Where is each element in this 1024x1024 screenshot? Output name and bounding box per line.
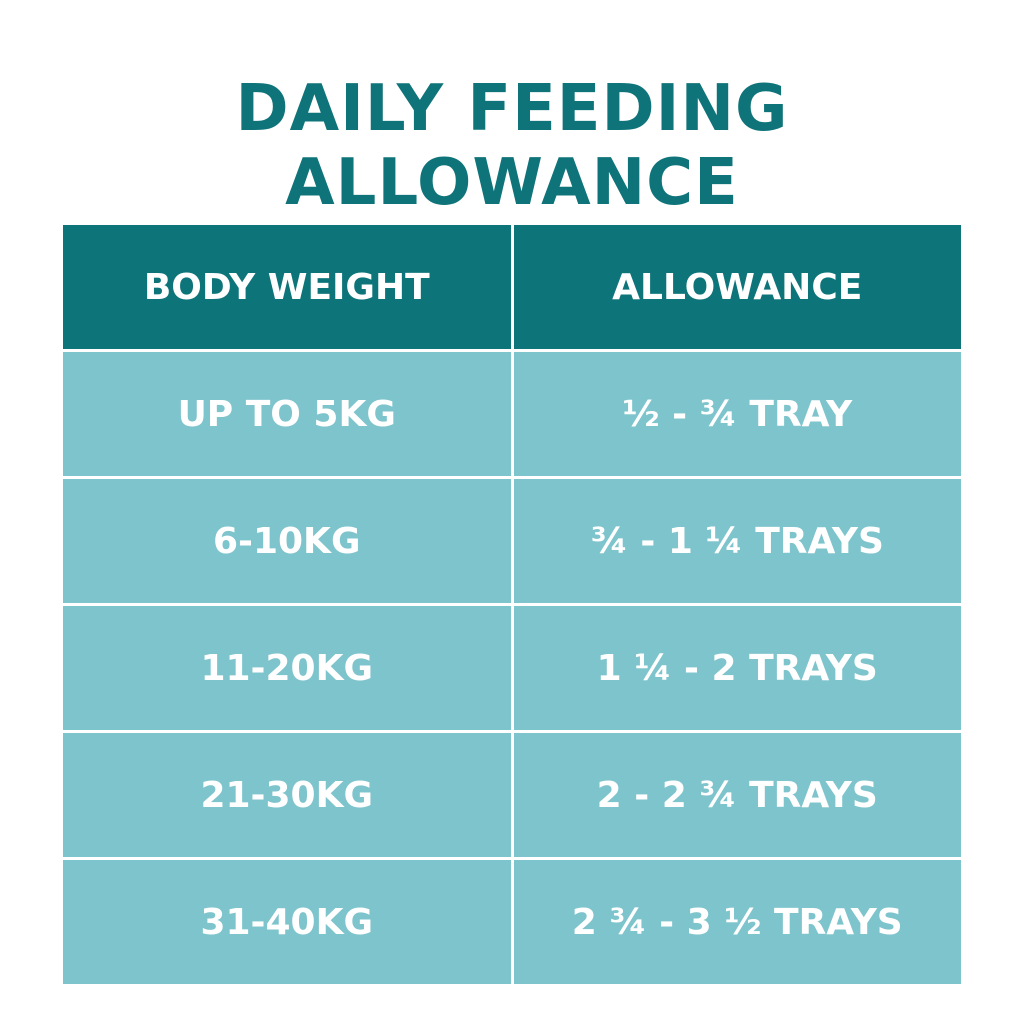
table-cell: 1 ¼ - 2 TRAYS: [513, 606, 961, 730]
table-cell: 2 - 2 ¾ TRAYS: [513, 733, 961, 857]
column-header: BODY WEIGHT: [63, 225, 511, 349]
table-cell: 31-40KG: [63, 860, 511, 984]
table-cell: 11-20KG: [63, 606, 511, 730]
table-cell: ½ - ¾ TRAY: [513, 352, 961, 476]
table-cell: 2 ¾ - 3 ½ TRAYS: [513, 860, 961, 984]
column-header: ALLOWANCE: [513, 225, 961, 349]
feeding-table: BODY WEIGHT ALLOWANCE UP TO 5KG ½ - ¾ TRAY 6…: [63, 225, 961, 984]
title: DAILY FEEDING ALLOWANCE: [235, 72, 789, 220]
table-cell: UP TO 5KG: [63, 352, 511, 476]
table-cell: 21-30KG: [63, 733, 511, 857]
table-cell: 6-10KG: [63, 479, 511, 603]
table-cell: ¾ - 1 ¼ TRAYS: [513, 479, 961, 603]
